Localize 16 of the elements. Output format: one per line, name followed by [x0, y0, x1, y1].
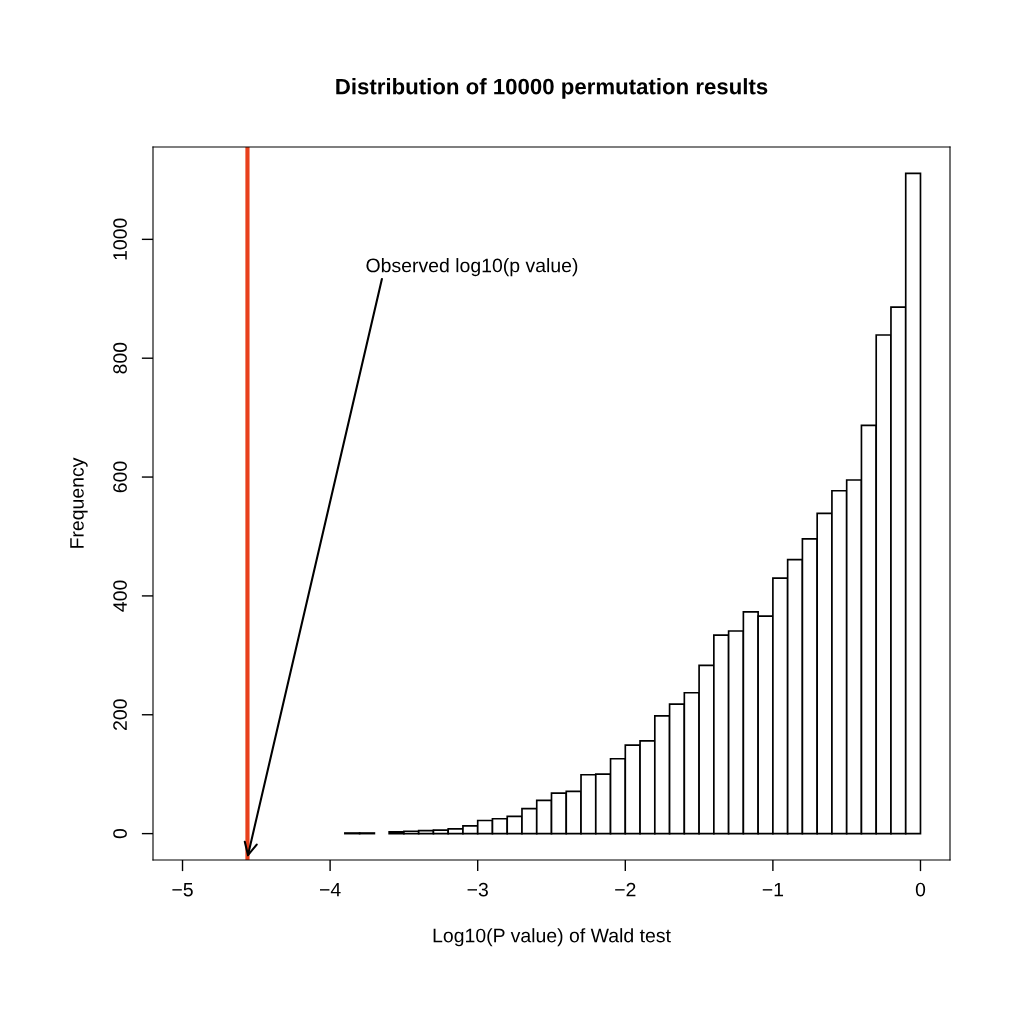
- x-tick-label: −1: [762, 882, 784, 897]
- x-tick-label: −5: [172, 882, 193, 897]
- y-axis-title: Frequency: [70, 457, 88, 548]
- x-tick-label: 0: [915, 882, 926, 897]
- y-tick-label: 1000: [113, 218, 127, 260]
- annotation: Observed log10(p value): [366, 258, 578, 277]
- x-tick-label: −3: [467, 882, 488, 897]
- y-tick-label: 200: [113, 699, 127, 730]
- x-axis-title: Log10(P value) of Wald test: [433, 928, 671, 947]
- y-tick-label: 800: [113, 342, 127, 374]
- x-tick-label: −2: [615, 882, 636, 897]
- y-tick-label: 600: [113, 461, 127, 493]
- x-tick-label: −4: [319, 882, 341, 897]
- y-tick-label: 0: [113, 828, 127, 839]
- chart-title: Distribution of 10000 permutation results: [336, 78, 768, 99]
- y-tick-label: 400: [113, 580, 127, 612]
